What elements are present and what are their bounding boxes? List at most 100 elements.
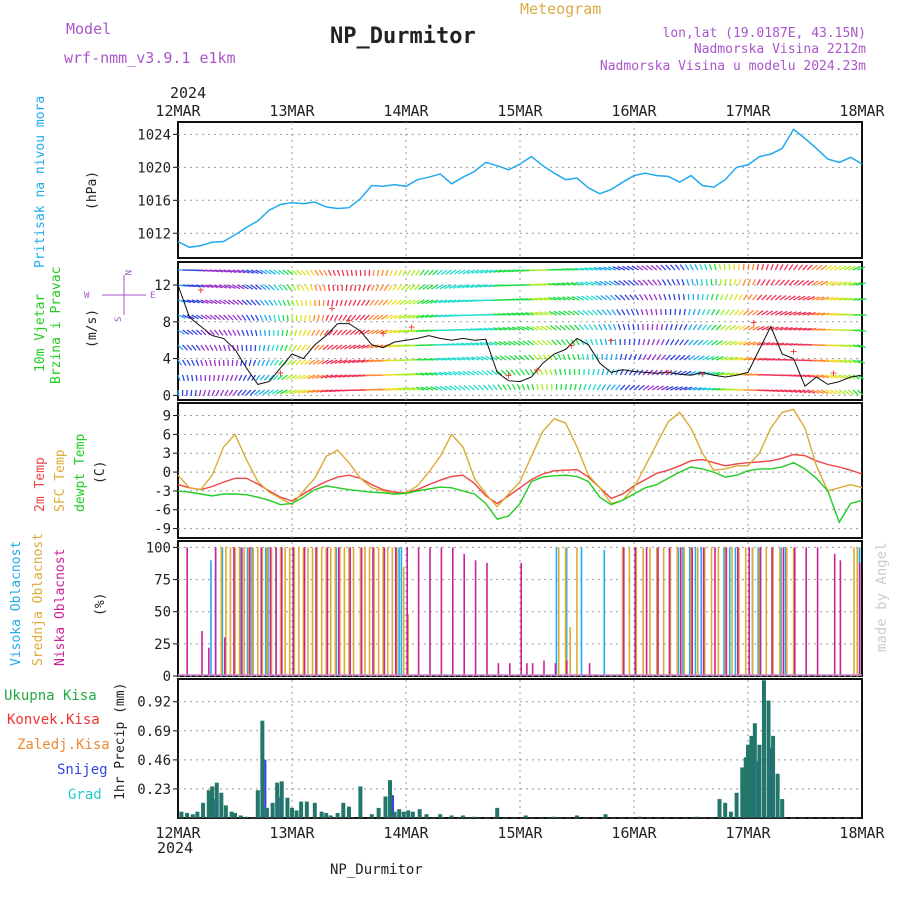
wind-barb [642,354,647,361]
wind-barb [825,296,834,301]
wind-barb [783,264,789,271]
wind-barb [250,284,258,290]
wind-barb [784,311,793,316]
precip-total-bar [472,816,477,818]
wind-barb [619,384,626,391]
wind-barb [410,269,416,276]
wind-barb [674,370,682,376]
wind-barb [520,298,530,301]
low-cloud-ylabel: Niska Oblacnost [53,549,68,666]
wind-barb [498,341,507,346]
wind-barb [204,314,212,320]
precip-total-bar [190,814,195,818]
wind-barb [408,299,416,305]
wind-barb [284,344,289,351]
wind-barb [629,294,635,301]
wind-barb [479,327,489,331]
wind-barb [318,269,324,276]
wind-barb [715,324,722,331]
wind-barb [610,384,616,391]
wind-barb [838,374,847,380]
wind-barb [499,355,507,361]
wind-barb [601,384,607,391]
wind-barb [200,299,209,304]
precip-total-bar [358,786,363,818]
wind-barb [497,269,507,273]
wind-barb [607,266,617,271]
wind-barb [563,310,571,316]
wind-barb [245,314,251,321]
wind-barb [656,385,664,391]
wind-barb [205,299,213,305]
wind-barb [399,299,407,305]
wind-barb [633,338,636,346]
wind-barb [415,269,421,276]
wind-barb [209,284,219,289]
wind-barb [309,269,315,276]
pressure-unit: (hPa) [85,171,100,210]
wind-barb [186,299,196,304]
wind-barb [263,329,266,337]
wind-barb [689,264,694,271]
wind-barb [546,383,549,391]
wind-barb [710,309,716,316]
wind-barb [724,278,727,286]
wind-barb [578,383,582,391]
wind-barb [567,353,571,361]
precip-total-bar [275,782,280,818]
wind-barb [683,308,686,316]
wind-barb [797,389,807,394]
wind-barb [475,356,484,361]
wind-barb [557,296,566,301]
wind-barb [277,314,281,322]
wind-barb [456,342,466,346]
wind-barb [462,269,471,275]
wind-barb [720,324,727,331]
wind-barb [191,284,201,288]
wind-barb [825,389,833,395]
wind-barb [420,372,429,376]
wind-barb [232,284,241,290]
wind-barb [186,329,194,336]
wind-barb [552,354,558,361]
precip-total-bar [417,809,422,818]
wind-barb [300,299,304,307]
wind-barb [329,314,334,321]
wind-barb [355,314,361,321]
wind-barb [708,263,713,271]
wind-barb [637,279,644,286]
wind-barb [213,359,217,367]
wind-barb [452,371,461,376]
mid-cloud-ylabel: Srednja Oblacnost [31,533,46,666]
wind-barb [715,388,725,391]
wind-barb [575,339,580,346]
top-date-label: 18MAR [839,102,885,120]
wind-barb [415,386,425,391]
precip-total-bar [383,796,388,818]
wind-barb [683,354,691,361]
wind-barb [415,329,425,333]
wind-barb [191,359,195,367]
wind-barb [470,342,480,346]
wind-barb [209,269,219,273]
wind-barb [852,374,860,380]
wind-barb [394,314,402,320]
wind-barb [484,341,493,346]
wind-barb [295,359,302,366]
wind-barb [670,386,679,391]
wind-barb [674,386,683,391]
wind-barb [724,356,734,361]
wind-barb [820,280,829,286]
wind-barb [511,326,521,331]
wind-barb [524,369,530,376]
wind-barb [715,371,725,376]
wind-barb [416,314,425,319]
wind-barb [282,269,290,276]
wind-barb [461,342,470,346]
wind-barb [282,314,285,322]
wind-barb [223,314,230,321]
precip-total-bar [749,735,754,818]
wind-barb [536,339,544,346]
precip-total-bar [201,802,206,818]
wind-barb [494,355,503,361]
